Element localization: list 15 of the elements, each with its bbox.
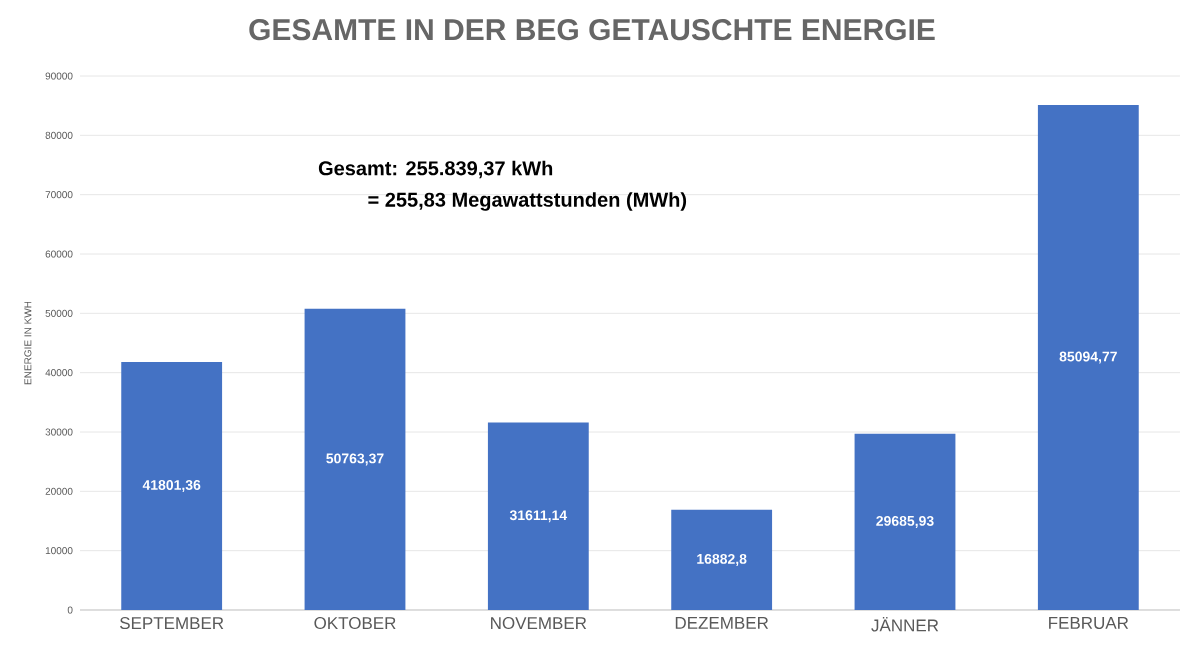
x-tick-label: JÄNNER	[871, 617, 939, 632]
x-tick-label: NOVEMBER	[491, 617, 587, 630]
bar	[121, 361, 223, 610]
bar	[487, 422, 589, 610]
annotation: = 255,83 Megawattstunden (MWh)	[368, 192, 687, 211]
bar	[304, 308, 406, 610]
x-tick-label: FEBRUAR	[1049, 617, 1129, 629]
bar	[671, 509, 773, 610]
chart-title: GESAMTE IN DER BEG GETAUSCHTE ENERGIE	[249, 19, 935, 41]
annotation: Gesamt: 255.839,37 kWh	[318, 160, 553, 179]
x-tick-label: DEZEMBER	[675, 617, 769, 629]
x-tick-label: OKTOBER	[314, 617, 396, 630]
bar	[854, 433, 956, 610]
x-tick-label: SEPTEMBER	[120, 617, 224, 630]
bar	[1037, 105, 1139, 610]
